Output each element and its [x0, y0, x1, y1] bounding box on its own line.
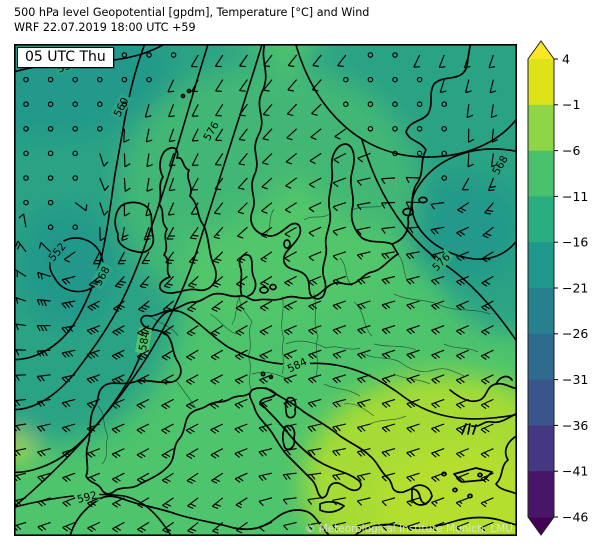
wind-barbs [14, 52, 498, 534]
colorbar-tick-label: −46 [562, 509, 588, 524]
colorbar-segment [528, 242, 554, 289]
copyright-text: © Meteorological Institute Munich, LMU [305, 523, 513, 535]
colorbar-segment [528, 59, 554, 106]
colorbar-segment [528, 104, 554, 152]
colorbar-segment [528, 379, 554, 426]
colorbar-tick-label: −16 [562, 235, 588, 250]
figure-header: 500 hPa level Geopotential [gpdm], Tempe… [14, 5, 369, 35]
colorbar-segment [528, 196, 554, 243]
weather-map: 552560576552568568576584584592 © Meteoro… [14, 44, 517, 536]
map-frame [14, 44, 517, 536]
colorbar-segment [528, 425, 554, 472]
colorbar-segment [528, 333, 554, 381]
colorbar-segment [528, 150, 554, 197]
svg-text:592: 592 [76, 489, 98, 505]
coastlines [69, 44, 517, 536]
temperature-fill [14, 44, 517, 536]
valid-time-label: 05 UTC Thu [17, 47, 114, 68]
map-area: 552560576552568568576584584592 © Meteoro… [14, 44, 517, 536]
country-borders [97, 203, 491, 465]
svg-text:584: 584 [137, 330, 152, 352]
colorbar-tick-label: −6 [562, 143, 580, 158]
colorbar-tick-label: −36 [562, 418, 588, 433]
colorbar-tick-label: −1 [562, 97, 580, 112]
figure-subtitle: WRF 22.07.2019 18:00 UTC +59 [14, 21, 196, 35]
colorbar-tick-label: −26 [562, 326, 588, 341]
colorbar-segment [528, 471, 554, 518]
colorbar-tick-label: −21 [562, 280, 588, 295]
figure-title: 500 hPa level Geopotential [gpdm], Tempe… [14, 6, 370, 19]
temperature-colorbar: 4 −1 −6 −11 −16 −21 −26 −31 −36 −41 −46 [527, 40, 588, 536]
colorbar-tick-label: 4 [562, 51, 570, 66]
colorbar-tick-label: −41 [562, 464, 588, 479]
colorbar-segment [528, 288, 554, 335]
colorbar-arrow-top [528, 41, 554, 59]
colorbar-tick-label: −11 [562, 189, 588, 204]
colorbar-tick-label: −31 [562, 372, 588, 387]
colorbar-arrow-bottom [528, 517, 554, 535]
contour-labels: 552560576552568568576584584592 [43, 55, 512, 506]
contour-label: 592 [73, 487, 101, 506]
